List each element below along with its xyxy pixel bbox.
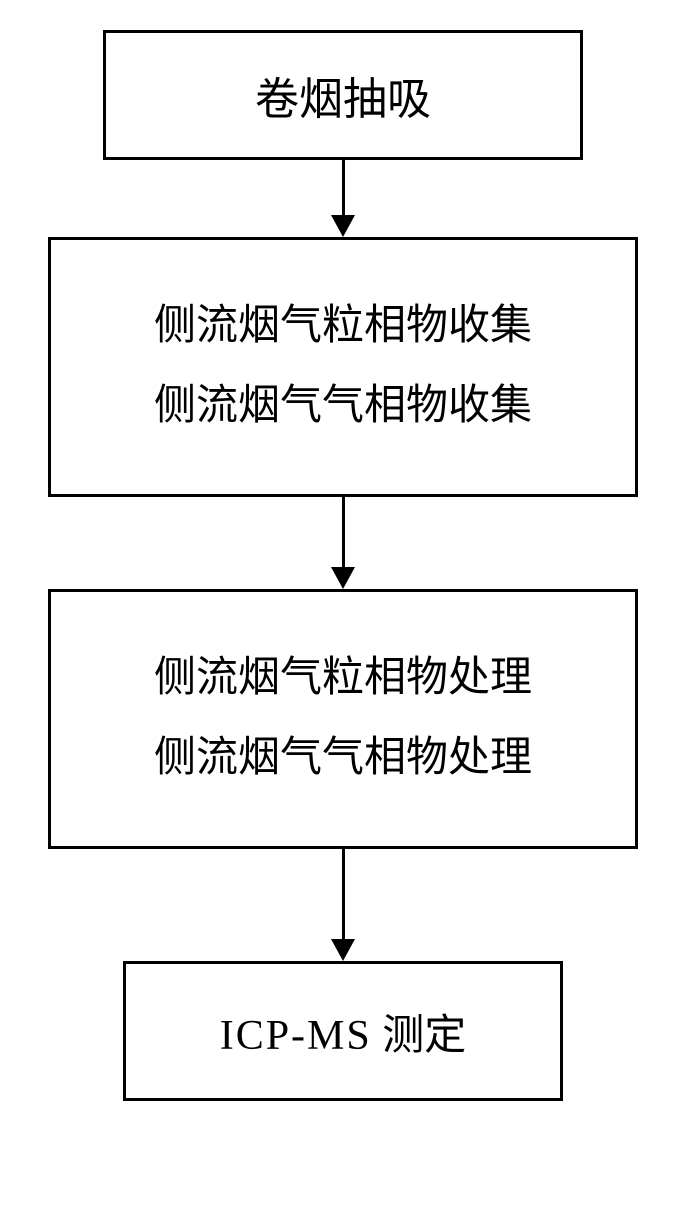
step1-text: 卷烟抽吸: [255, 63, 431, 127]
arrow-3: [331, 849, 355, 961]
arrow-head-icon: [331, 567, 355, 589]
flowchart-step-1: 卷烟抽吸: [103, 30, 583, 160]
step4-cjk: 测定: [382, 1013, 466, 1059]
arrow-head-icon: [331, 215, 355, 237]
step3-line1: 侧流烟气粒相物处理: [154, 639, 532, 719]
arrow-head-icon: [331, 939, 355, 961]
arrow-line: [342, 160, 345, 215]
arrow-line: [342, 849, 345, 939]
arrow-2: [331, 497, 355, 589]
flowchart-step-3: 侧流烟气粒相物处理 侧流烟气气相物处理: [48, 589, 638, 849]
step2-line2: 侧流烟气气相物收集: [154, 367, 532, 447]
step4-text: ICP-MS 测定: [220, 1001, 467, 1062]
arrow-line: [342, 497, 345, 567]
flowchart-container: 卷烟抽吸 侧流烟气粒相物收集 侧流烟气气相物收集 侧流烟气粒相物处理 侧流烟气气…: [48, 30, 638, 1101]
flowchart-step-4: ICP-MS 测定: [123, 961, 563, 1101]
flowchart-step-2: 侧流烟气粒相物收集 侧流烟气气相物收集: [48, 237, 638, 497]
arrow-1: [331, 160, 355, 237]
step2-line1: 侧流烟气粒相物收集: [154, 287, 532, 367]
step4-latin: ICP-MS: [220, 1013, 372, 1059]
step3-line2: 侧流烟气气相物处理: [154, 719, 532, 799]
